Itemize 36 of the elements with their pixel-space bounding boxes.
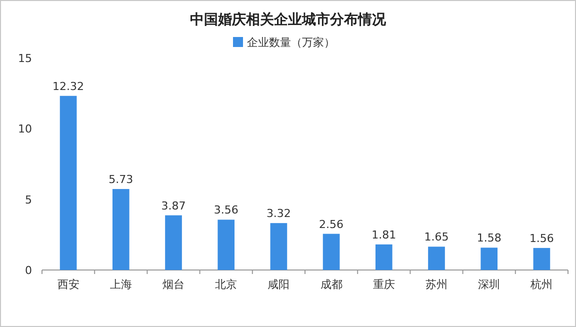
y-tick-label: 10: [18, 122, 32, 136]
data-label: 1.81: [372, 228, 396, 242]
legend-label: 企业数量（万家）: [247, 36, 335, 49]
x-tick-label: 深圳: [478, 278, 500, 291]
bar: [60, 96, 77, 270]
x-tick-label: 重庆: [372, 278, 395, 291]
data-label: 5.73: [108, 173, 134, 186]
x-tick-label: 杭州: [530, 278, 553, 291]
data-label: 1.65: [424, 230, 449, 244]
data-label: 1.58: [476, 232, 502, 245]
bar: [480, 248, 498, 270]
data-label: 3.32: [266, 207, 291, 220]
chart-title: 中国婚庆相关企业城市分布情况: [190, 11, 387, 28]
bar: [375, 244, 392, 270]
data-label: 2.56: [319, 218, 344, 231]
bar: [270, 223, 288, 270]
bar: [165, 215, 182, 270]
y-tick-label: 5: [25, 193, 32, 206]
x-tick-label: 北京: [215, 278, 238, 291]
bar: [218, 220, 235, 270]
data-label: 12.32: [52, 80, 84, 93]
x-tick-label: 上海: [110, 278, 132, 291]
x-tick-label: 烟台: [162, 278, 184, 291]
bar: [112, 189, 130, 270]
x-tick-label: 苏州: [426, 278, 448, 291]
bar: [428, 246, 445, 270]
x-tick-label: 西安: [57, 278, 80, 291]
x-tick-label: 成都: [320, 278, 342, 291]
data-label: 3.87: [161, 199, 186, 212]
bar: [322, 234, 340, 270]
y-tick-label: 15: [18, 52, 32, 65]
x-tick-label: 咸阳: [268, 278, 290, 291]
bar: [533, 248, 550, 270]
y-tick-label: 0: [25, 264, 32, 277]
data-label: 3.56: [214, 204, 238, 217]
data-label: 1.56: [529, 232, 554, 245]
